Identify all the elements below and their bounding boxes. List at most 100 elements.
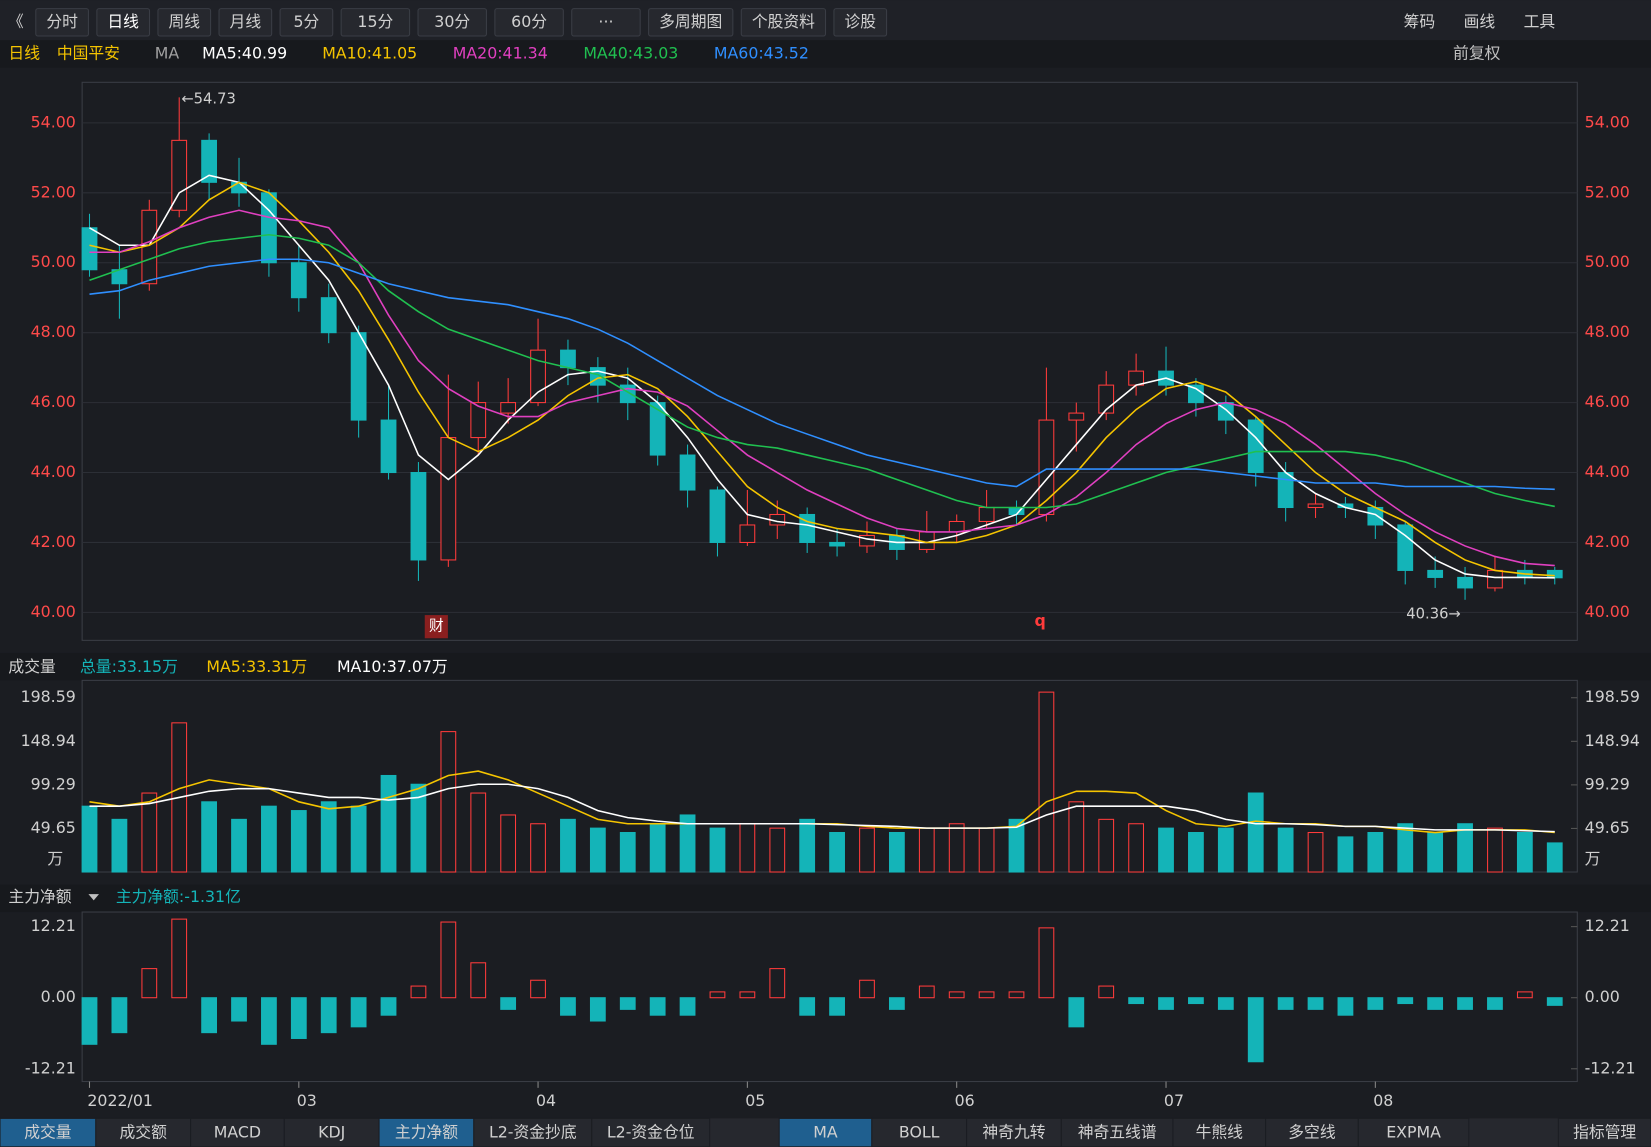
candle-body bbox=[1188, 384, 1204, 404]
toolbar-button[interactable] bbox=[417, 8, 487, 37]
price-frame bbox=[81, 81, 1578, 641]
tab-label[interactable]: EXPMA bbox=[1386, 1123, 1441, 1142]
candle-body bbox=[1397, 524, 1414, 571]
bar bbox=[1337, 997, 1354, 1016]
tab-label[interactable]: 多空线 bbox=[1288, 1123, 1336, 1142]
toolbar-label[interactable]: 月线 bbox=[230, 12, 262, 31]
tab[interactable] bbox=[778, 1117, 873, 1147]
tab[interactable] bbox=[378, 1117, 475, 1147]
bar bbox=[769, 968, 786, 999]
toolbar-button[interactable] bbox=[494, 8, 564, 37]
tab[interactable] bbox=[1357, 1117, 1470, 1147]
bar bbox=[410, 783, 427, 873]
y-tick-label: 52.00 bbox=[31, 182, 76, 201]
tab-label[interactable]: 神奇九转 bbox=[982, 1123, 1045, 1142]
tab-label[interactable]: 神奇五线谱 bbox=[1078, 1123, 1157, 1142]
tab-label[interactable]: 指标管理 bbox=[1573, 1123, 1636, 1142]
toolbar-button[interactable] bbox=[35, 8, 89, 37]
tab[interactable] bbox=[95, 1117, 192, 1147]
header-bg bbox=[0, 40, 1651, 68]
candle-body bbox=[290, 262, 307, 299]
toolbar-button[interactable] bbox=[740, 8, 827, 37]
candle-body bbox=[1487, 569, 1503, 589]
tab-label[interactable]: 成交额 bbox=[120, 1123, 168, 1142]
flow-frame bbox=[81, 911, 1578, 1083]
tab[interactable] bbox=[473, 1117, 593, 1147]
y-tick-label: 198.59 bbox=[21, 687, 76, 706]
toolbar-label[interactable]: 分时 bbox=[46, 12, 78, 31]
bar bbox=[1397, 997, 1414, 1005]
toolbar-right[interactable]: 画线 bbox=[1464, 12, 1496, 31]
toolbar-label[interactable]: 5分 bbox=[293, 12, 319, 31]
tab-label[interactable]: L2-资金抄底 bbox=[489, 1123, 577, 1142]
toolbar-label[interactable]: 30分 bbox=[434, 12, 470, 31]
tab[interactable] bbox=[591, 1117, 711, 1147]
candle-body bbox=[619, 384, 636, 404]
toolbar-label[interactable]: 日线 bbox=[107, 12, 139, 31]
marker: 财 bbox=[429, 618, 444, 635]
y-tick-label-right: 148.94 bbox=[1585, 731, 1640, 750]
tab[interactable] bbox=[1557, 1117, 1651, 1147]
tab-label[interactable]: MACD bbox=[214, 1123, 261, 1142]
toolbar-label[interactable]: 《 bbox=[8, 12, 24, 31]
bar bbox=[978, 827, 995, 873]
toolbar-button[interactable] bbox=[218, 8, 273, 37]
candle-body bbox=[1307, 503, 1324, 509]
tab-label[interactable]: KDJ bbox=[318, 1123, 345, 1142]
tab-label[interactable]: 主力净额 bbox=[395, 1123, 458, 1142]
x-tick-label: 07 bbox=[1164, 1091, 1184, 1110]
y-tick-label-right: -12.21 bbox=[1585, 1058, 1636, 1077]
bar bbox=[1128, 823, 1145, 873]
bar bbox=[81, 805, 98, 873]
tab-label[interactable]: L2-资金仓位 bbox=[607, 1123, 695, 1142]
toolbar-label[interactable]: 15分 bbox=[357, 12, 393, 31]
bar bbox=[410, 985, 427, 999]
candle-body bbox=[589, 367, 606, 386]
toolbar-label[interactable]: 60分 bbox=[511, 12, 547, 31]
bar bbox=[1457, 997, 1473, 1010]
bar bbox=[1038, 691, 1055, 873]
tab[interactable] bbox=[966, 1117, 1062, 1147]
flow-legend: 主力净额:-1.31亿 bbox=[116, 887, 241, 906]
tab-label[interactable]: MA bbox=[813, 1123, 838, 1142]
legend-entry: MA40:43.03 bbox=[583, 43, 678, 62]
bar bbox=[320, 997, 337, 1034]
toolbar-label[interactable]: 多周期图 bbox=[659, 12, 722, 31]
bar bbox=[380, 774, 397, 873]
toolbar-button[interactable] bbox=[571, 8, 641, 37]
candle-body bbox=[709, 489, 726, 543]
bar bbox=[141, 968, 158, 999]
tab-label[interactable]: BOLL bbox=[899, 1123, 940, 1142]
toolbar-button[interactable] bbox=[96, 8, 151, 37]
candle-body bbox=[261, 192, 277, 264]
flow-title: 主力净额 bbox=[8, 887, 71, 906]
toolbar-button[interactable] bbox=[157, 8, 212, 37]
bar bbox=[948, 823, 965, 873]
toolbar-label[interactable]: 个股资料 bbox=[752, 12, 815, 31]
toolbar-button[interactable] bbox=[340, 8, 411, 37]
bar bbox=[1008, 991, 1025, 999]
toolbar-label[interactable]: 周线 bbox=[168, 12, 200, 31]
bar bbox=[709, 991, 726, 999]
toolbar-button[interactable] bbox=[648, 8, 734, 37]
bar bbox=[1188, 997, 1204, 1005]
bar bbox=[888, 997, 905, 1010]
toolbar-right[interactable]: 工具 bbox=[1524, 12, 1556, 31]
candle-body bbox=[948, 520, 965, 533]
toolbar-label[interactable]: ··· bbox=[598, 12, 613, 31]
y-tick-label-right: 54.00 bbox=[1585, 112, 1630, 131]
tab[interactable] bbox=[283, 1117, 380, 1147]
bar bbox=[111, 818, 128, 873]
tab[interactable] bbox=[1060, 1117, 1174, 1147]
tab[interactable] bbox=[871, 1117, 968, 1147]
toolbar-button[interactable] bbox=[279, 8, 334, 37]
bar bbox=[679, 997, 696, 1016]
toolbar-right[interactable]: 筹码 bbox=[1404, 12, 1436, 31]
toolbar-button[interactable] bbox=[833, 8, 888, 37]
y-tick-label-right: 12.21 bbox=[1585, 916, 1630, 935]
toolbar-label[interactable]: 诊股 bbox=[844, 12, 876, 31]
tab-label[interactable]: 成交量 bbox=[24, 1123, 72, 1142]
legend-entry: MA20:41.34 bbox=[453, 43, 548, 62]
tab-label[interactable]: 牛熊线 bbox=[1196, 1123, 1244, 1142]
bar bbox=[1098, 818, 1115, 873]
